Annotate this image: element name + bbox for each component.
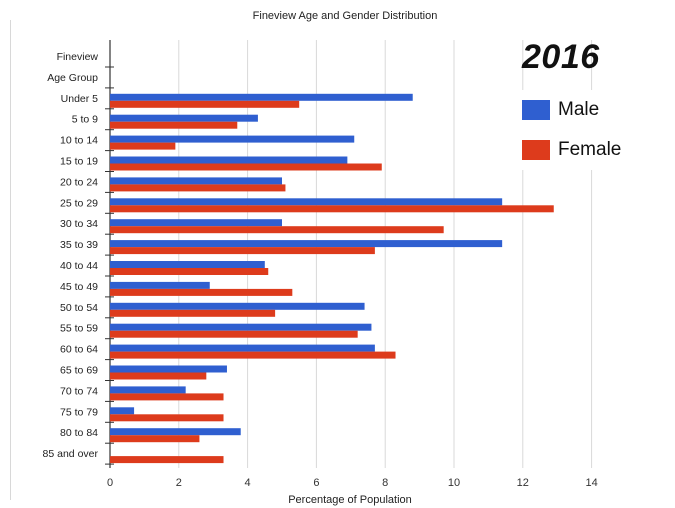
bar-male — [110, 365, 227, 373]
y-category-label: 15 to 19 — [60, 156, 98, 168]
x-tick-label: 12 — [517, 477, 529, 489]
bar-male — [110, 114, 258, 122]
legend: Male Female — [522, 90, 662, 170]
y-category-label: Age Group — [47, 72, 98, 84]
legend-label-male: Male — [558, 99, 600, 120]
year-annotation: 2016 — [522, 38, 600, 76]
y-category-label: 60 to 64 — [60, 344, 98, 356]
bar-male — [110, 302, 365, 310]
bar-female — [110, 456, 224, 464]
bar-male — [110, 198, 503, 206]
bar-female — [110, 309, 276, 317]
bar-male — [110, 344, 375, 352]
chart-title: Fineview Age and Gender Distribution — [252, 10, 438, 22]
y-category-label: 25 to 29 — [60, 197, 98, 209]
x-tick-label: 2 — [176, 477, 182, 489]
y-category-label: 20 to 24 — [60, 176, 98, 188]
y-category-label: 80 to 84 — [60, 427, 98, 439]
y-category-label: 5 to 9 — [72, 114, 98, 126]
y-category-label: 65 to 69 — [60, 365, 98, 377]
y-category-label: 10 to 14 — [60, 135, 98, 147]
bar-male — [110, 261, 265, 268]
y-category-label: 85 and over — [43, 448, 99, 460]
legend-swatch-female — [522, 140, 550, 160]
x-tick-label: 6 — [313, 477, 319, 489]
chart-border — [10, 20, 11, 500]
bar-female — [110, 268, 269, 275]
bar-male — [110, 428, 241, 436]
legend-label-female: Female — [558, 139, 622, 160]
y-category-label: 45 to 49 — [60, 281, 98, 293]
bar-male — [110, 386, 186, 394]
bar-male — [110, 219, 282, 227]
y-category-label: 55 to 59 — [60, 323, 98, 335]
x-tick-label: 0 — [107, 477, 113, 489]
bar-female — [110, 288, 293, 296]
y-category-label: 30 to 34 — [60, 218, 98, 230]
bar-male — [110, 407, 135, 415]
bar-female — [110, 414, 224, 422]
x-tick-label: 8 — [382, 477, 388, 489]
legend-item-male: Male — [522, 90, 662, 130]
bar-male — [110, 240, 503, 248]
bar-female — [110, 121, 238, 129]
y-category-label: 40 to 44 — [60, 260, 98, 272]
bar-female — [110, 205, 554, 213]
x-tick-label: 14 — [585, 477, 597, 489]
bar-female — [110, 163, 382, 171]
bar-female — [110, 351, 396, 359]
y-category-label: 75 to 79 — [60, 406, 98, 418]
y-category-label: 50 to 54 — [60, 302, 98, 314]
bar-female — [110, 247, 375, 255]
bar-female — [110, 393, 224, 401]
bar-male — [110, 135, 355, 143]
bar-female — [110, 184, 286, 192]
bar-female — [110, 435, 200, 443]
y-category-label: 35 to 39 — [60, 239, 98, 251]
bar-female — [110, 100, 300, 108]
bar-female — [110, 226, 444, 234]
y-category-label: Under 5 — [61, 93, 99, 105]
bar-male — [110, 323, 372, 331]
bar-female — [110, 142, 176, 150]
y-category-label: 70 to 74 — [60, 385, 98, 397]
y-category-label: Fineview — [57, 51, 99, 63]
x-tick-label: 4 — [245, 477, 251, 489]
legend-item-female: Female — [522, 130, 662, 170]
legend-swatch-male — [522, 100, 550, 120]
bar-male — [110, 281, 210, 289]
bar-male — [110, 177, 282, 185]
bar-female — [110, 330, 358, 338]
x-tick-label: 10 — [448, 477, 460, 489]
bar-female — [110, 372, 207, 380]
bar-male — [110, 93, 413, 101]
x-axis-title: Percentage of Population — [288, 494, 412, 506]
bar-male — [110, 156, 348, 164]
